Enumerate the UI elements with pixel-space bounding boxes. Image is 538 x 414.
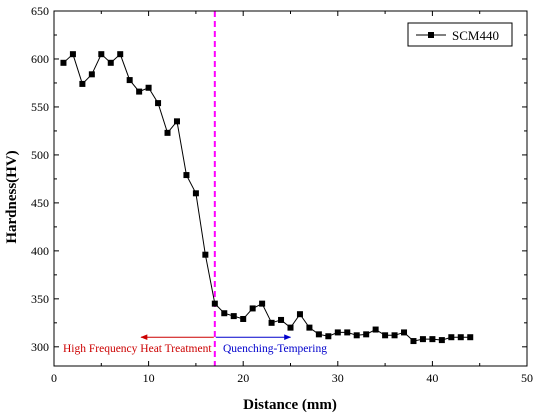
data-point bbox=[117, 51, 124, 58]
data-point bbox=[164, 129, 171, 136]
data-point bbox=[259, 300, 266, 307]
data-point bbox=[296, 311, 303, 318]
data-point bbox=[410, 338, 417, 345]
x-axis-title: Distance (mm) bbox=[243, 397, 337, 413]
data-point bbox=[107, 59, 114, 66]
x-tick-label: 0 bbox=[51, 371, 57, 385]
tick-labels: 0 10 20 30 40 50 300 350 400 450 500 550 600 650 bbox=[31, 4, 533, 385]
data-point bbox=[448, 334, 455, 341]
data-point bbox=[306, 324, 313, 331]
data-point bbox=[202, 251, 209, 258]
y-tick-label: 600 bbox=[31, 52, 49, 66]
y-tick-label: 500 bbox=[31, 148, 49, 162]
data-point bbox=[278, 316, 285, 323]
data-point bbox=[429, 336, 436, 343]
y-tick-label: 300 bbox=[31, 340, 49, 354]
data-point bbox=[363, 331, 370, 338]
y-axis-title: Hardness(HV) bbox=[4, 150, 20, 243]
y-tick-label: 400 bbox=[31, 244, 49, 258]
data-point bbox=[438, 337, 445, 344]
right-region-label: Quenching-Tempering bbox=[223, 343, 327, 355]
series-scm440 bbox=[60, 51, 474, 345]
y-tick-label: 550 bbox=[31, 100, 49, 114]
x-tick-label: 30 bbox=[332, 371, 344, 385]
data-point bbox=[344, 329, 351, 336]
data-point bbox=[457, 334, 464, 341]
region-annotations: High Frequency Heat Treatment Quenching-T… bbox=[63, 11, 327, 366]
data-point bbox=[60, 59, 67, 66]
data-point bbox=[268, 319, 275, 326]
x-tick-label: 40 bbox=[426, 371, 438, 385]
legend: SCM440 bbox=[407, 22, 513, 47]
data-point bbox=[249, 305, 256, 312]
data-point bbox=[136, 88, 143, 95]
axis-ticks bbox=[53, 10, 528, 366]
data-point bbox=[211, 300, 218, 307]
data-point bbox=[353, 332, 360, 339]
data-point bbox=[221, 310, 228, 317]
data-point bbox=[287, 324, 294, 331]
x-tick-label: 10 bbox=[143, 371, 155, 385]
y-tick-label: 650 bbox=[31, 4, 49, 18]
data-point bbox=[230, 313, 237, 320]
data-point bbox=[391, 332, 398, 339]
data-point bbox=[192, 190, 199, 197]
data-point bbox=[155, 100, 162, 107]
data-point bbox=[334, 329, 341, 336]
legend-marker bbox=[428, 32, 434, 38]
data-point bbox=[401, 329, 408, 336]
left-region-label: High Frequency Heat Treatment bbox=[63, 343, 212, 355]
data-point bbox=[126, 77, 133, 84]
legend-label: SCM440 bbox=[452, 28, 499, 43]
data-point bbox=[173, 118, 180, 125]
series-line bbox=[63, 53, 471, 342]
data-point bbox=[79, 80, 86, 87]
data-point bbox=[372, 326, 379, 333]
x-tick-label: 50 bbox=[521, 371, 533, 385]
data-point bbox=[419, 336, 426, 343]
data-point bbox=[315, 331, 322, 338]
x-tick-label: 20 bbox=[237, 371, 249, 385]
data-point bbox=[240, 315, 247, 322]
plot-frame bbox=[53, 10, 528, 367]
data-point bbox=[145, 84, 152, 91]
data-point bbox=[98, 51, 105, 58]
data-point bbox=[69, 51, 76, 58]
data-point bbox=[467, 334, 474, 341]
legend-box bbox=[407, 22, 513, 47]
y-tick-label: 350 bbox=[31, 292, 49, 306]
data-point bbox=[325, 333, 332, 340]
y-tick-label: 450 bbox=[31, 196, 49, 210]
data-point bbox=[382, 332, 389, 339]
data-point bbox=[88, 71, 95, 78]
data-point bbox=[183, 172, 190, 179]
